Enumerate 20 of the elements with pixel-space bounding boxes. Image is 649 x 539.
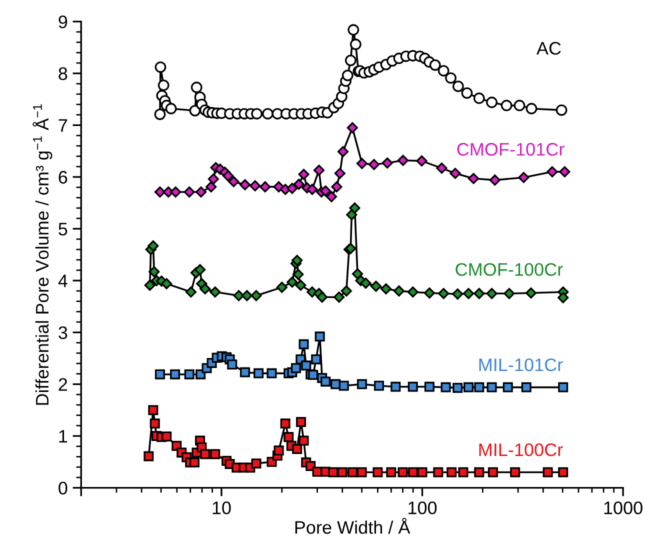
y-tick-label: 6: [58, 170, 68, 184]
y-tick-label: 0: [58, 482, 68, 495]
y-tick-label: 2: [58, 378, 68, 391]
x-axis-title: Pore Width / Å: [295, 518, 410, 534]
x-tick-label: 10: [212, 501, 231, 514]
y-tick-label: 5: [58, 222, 68, 236]
y-axis-title: Differential Pore Volume / cm³ g$^{−1}$ Å$^{−1}$: [32, 104, 52, 405]
series-label: CMOF-100Cr: [456, 263, 563, 276]
y-tick-label: 7: [58, 119, 68, 132]
x-tick-label: 100: [408, 501, 437, 514]
series-label: MIL-100Cr: [479, 443, 563, 456]
y-tick-label: 9: [58, 15, 68, 28]
y-tick-label: 4: [58, 274, 68, 288]
series-label: MIL-101Cr: [479, 358, 563, 372]
y-tick-label: 1: [59, 430, 68, 443]
series-label: CMOF-101Cr: [457, 142, 564, 156]
y-tick-label: 8: [58, 67, 68, 80]
x-tick-label: 1000: [604, 501, 642, 514]
y-tick-label: 3: [58, 326, 68, 340]
text: AC: [536, 42, 561, 55]
